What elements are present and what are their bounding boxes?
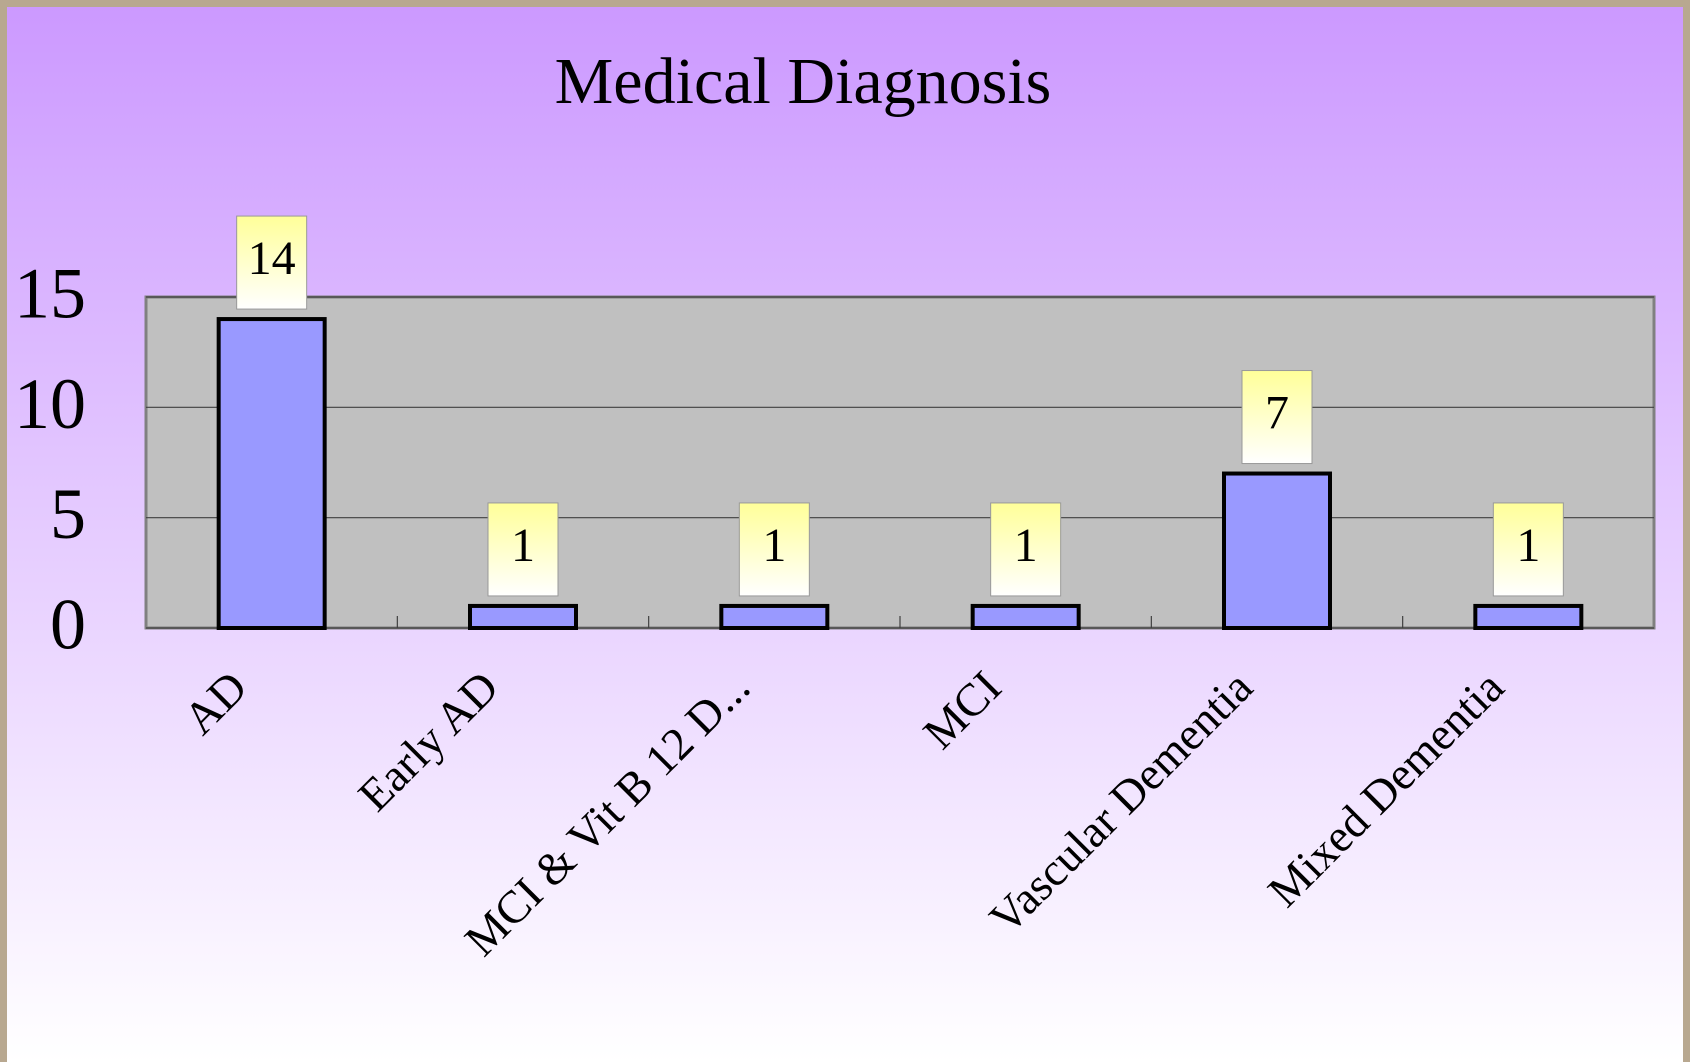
bar [1222, 471, 1332, 630]
data-label-box [487, 502, 559, 597]
data-label: 14 [248, 232, 296, 285]
data-label-box [1241, 370, 1313, 465]
y-tick-label: 15 [14, 254, 86, 334]
bar [216, 317, 327, 630]
bar [970, 603, 1081, 631]
y-tick-label: 5 [50, 474, 86, 554]
data-label: 1 [1516, 519, 1540, 572]
data-label: 1 [762, 519, 786, 572]
data-label-box [236, 215, 308, 310]
chart-title: Medical Diagnosis [555, 45, 1052, 118]
y-tick-label: 10 [14, 364, 86, 444]
data-label: 7 [1265, 387, 1289, 440]
bar [468, 603, 578, 631]
data-label: 1 [1014, 519, 1038, 572]
plot-area [144, 295, 1656, 630]
data-label: 1 [511, 519, 535, 572]
y-tick-label: 0 [50, 585, 86, 665]
bar [719, 603, 830, 631]
data-label-box [1492, 502, 1564, 597]
data-label-box [990, 502, 1062, 597]
data-label-box [738, 502, 810, 597]
bar [1473, 603, 1584, 631]
